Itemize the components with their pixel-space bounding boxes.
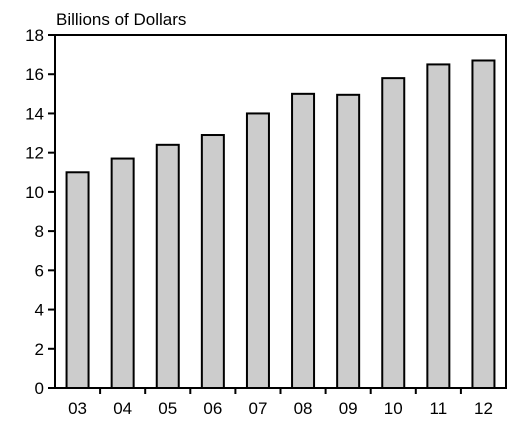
y-axis: 0 2 4 6 8 10 12 14 16 18 <box>25 26 55 398</box>
bar-08 <box>291 92 316 390</box>
y-tick-label: 0 <box>35 379 44 398</box>
bar-07 <box>245 112 270 389</box>
x-axis: 03 04 05 06 07 08 09 10 11 12 <box>68 388 493 418</box>
bar-10 <box>381 77 406 389</box>
y-tick-label: 12 <box>25 144 44 163</box>
y-tick-label: 2 <box>35 340 44 359</box>
bar-03 <box>65 171 90 389</box>
y-tick-label: 14 <box>25 104 44 123</box>
bars-group <box>65 59 496 390</box>
x-tick-label: 05 <box>158 399 177 418</box>
bar-04 <box>110 157 135 389</box>
y-tick-label: 18 <box>25 26 44 45</box>
x-tick-label: 03 <box>68 399 87 418</box>
bar-09 <box>336 93 361 389</box>
x-tick-label: 08 <box>294 399 313 418</box>
bar-05 <box>155 143 180 389</box>
y-tick-label: 10 <box>25 183 44 202</box>
y-tick-label: 16 <box>25 65 44 84</box>
bar-11 <box>426 63 451 389</box>
x-tick-label: 09 <box>339 399 358 418</box>
x-tick-label: 06 <box>203 399 222 418</box>
x-tick-label: 12 <box>474 399 493 418</box>
x-tick-label: 07 <box>248 399 267 418</box>
y-tick-label: 6 <box>35 261 44 280</box>
bar-12 <box>471 59 496 390</box>
y-axis-unit-label: Billions of Dollars <box>56 10 186 29</box>
y-tick-label: 8 <box>35 222 44 241</box>
y-tick-label: 4 <box>35 301 44 320</box>
x-tick-label: 04 <box>113 399 132 418</box>
x-tick-label: 11 <box>430 399 448 418</box>
x-tick-label: 10 <box>384 399 403 418</box>
bar-06 <box>200 134 225 389</box>
